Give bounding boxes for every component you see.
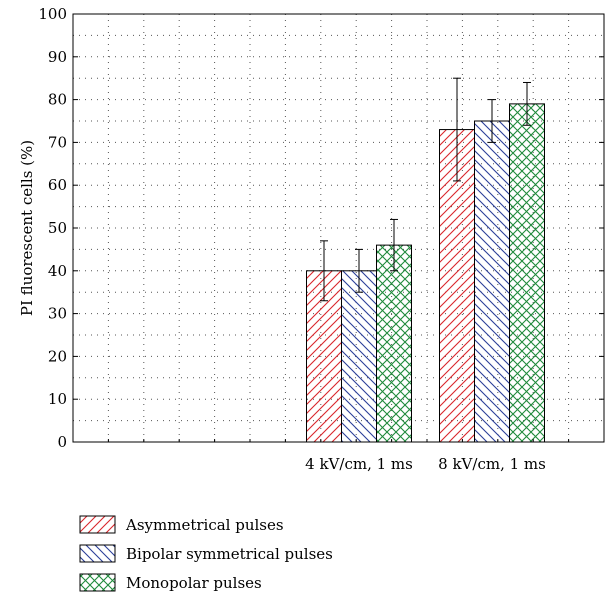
- legend-label: Asymmetrical pulses: [125, 516, 284, 534]
- y-tick-label: 50: [48, 219, 67, 237]
- legend-swatch: [79, 544, 116, 563]
- y-tick-label: 90: [48, 48, 67, 66]
- y-tick-label: 70: [48, 133, 67, 151]
- legend-label: Bipolar symmetrical pulses: [126, 545, 333, 563]
- y-tick-label: 30: [48, 305, 67, 323]
- bar-3-1: [376, 244, 412, 443]
- x-tick-label: 8 kV/cm, 1 ms: [438, 455, 546, 473]
- y-tick-label: 10: [48, 390, 67, 408]
- bar-1-2: [439, 129, 475, 443]
- legend-swatch: [79, 515, 116, 534]
- y-axis-label: PI fluorescent cells (%): [18, 140, 36, 316]
- x-tick-label: 4 kV/cm, 1 ms: [305, 455, 413, 473]
- y-axis-ticks: 0 10 20 30 40 50 60 70 80 90 100: [38, 5, 604, 451]
- legend-swatch: [79, 573, 116, 592]
- bar-3-2: [509, 103, 545, 443]
- error-bars: [320, 77, 531, 302]
- y-tick-label: 0: [57, 433, 67, 451]
- y-tick-label: 60: [48, 176, 67, 194]
- legend-label: Monopolar pulses: [126, 574, 262, 592]
- y-tick-label: 40: [48, 262, 67, 280]
- x-axis-ticks: 4 kV/cm, 1 ms 8 kV/cm, 1 ms: [107, 439, 570, 473]
- legend: Asymmetrical pulses Bipolar symmetrical p…: [79, 515, 333, 592]
- bar-2-2: [474, 120, 510, 443]
- bar-2-1: [341, 270, 377, 443]
- y-tick-label: 20: [48, 347, 67, 365]
- bars: [306, 103, 545, 443]
- y-tick-label: 80: [48, 91, 67, 109]
- y-tick-label: 100: [38, 5, 67, 23]
